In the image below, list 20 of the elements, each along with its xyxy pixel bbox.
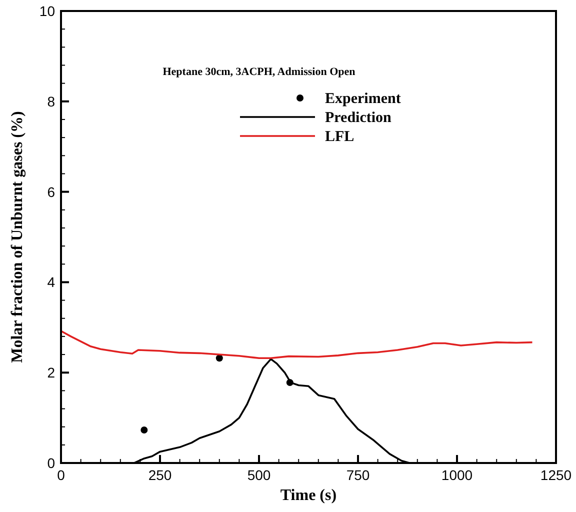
y-axis-title: Molar fraction of Unburnt gases (%): [9, 111, 26, 363]
x-tick-label: 1000: [441, 467, 473, 483]
x-tick-label: 500: [247, 467, 271, 483]
y-tick-label: 4: [47, 274, 56, 290]
y-tick-label: 8: [47, 93, 56, 110]
x-tick-label: 1250: [540, 467, 572, 483]
point: [216, 354, 223, 362]
x-tick-label: 0: [57, 467, 66, 483]
point: [140, 426, 148, 434]
x-tick-label: 750: [346, 467, 370, 483]
y-tick-label: 2: [47, 364, 56, 381]
y-tick-label: 6: [47, 184, 56, 200]
legend-label: Experiment: [325, 91, 401, 107]
x-axis-title: Time (s): [280, 487, 337, 504]
text: Heptane 30cm, 3ACPH, Admission Open: [162, 66, 356, 78]
legend-label: Prediction: [325, 110, 392, 126]
y-tick-label: 0: [47, 455, 56, 471]
legend-label: LFL: [325, 129, 354, 145]
x-tick-label: 250: [148, 467, 172, 483]
y-tick-label: 10: [39, 3, 56, 19]
